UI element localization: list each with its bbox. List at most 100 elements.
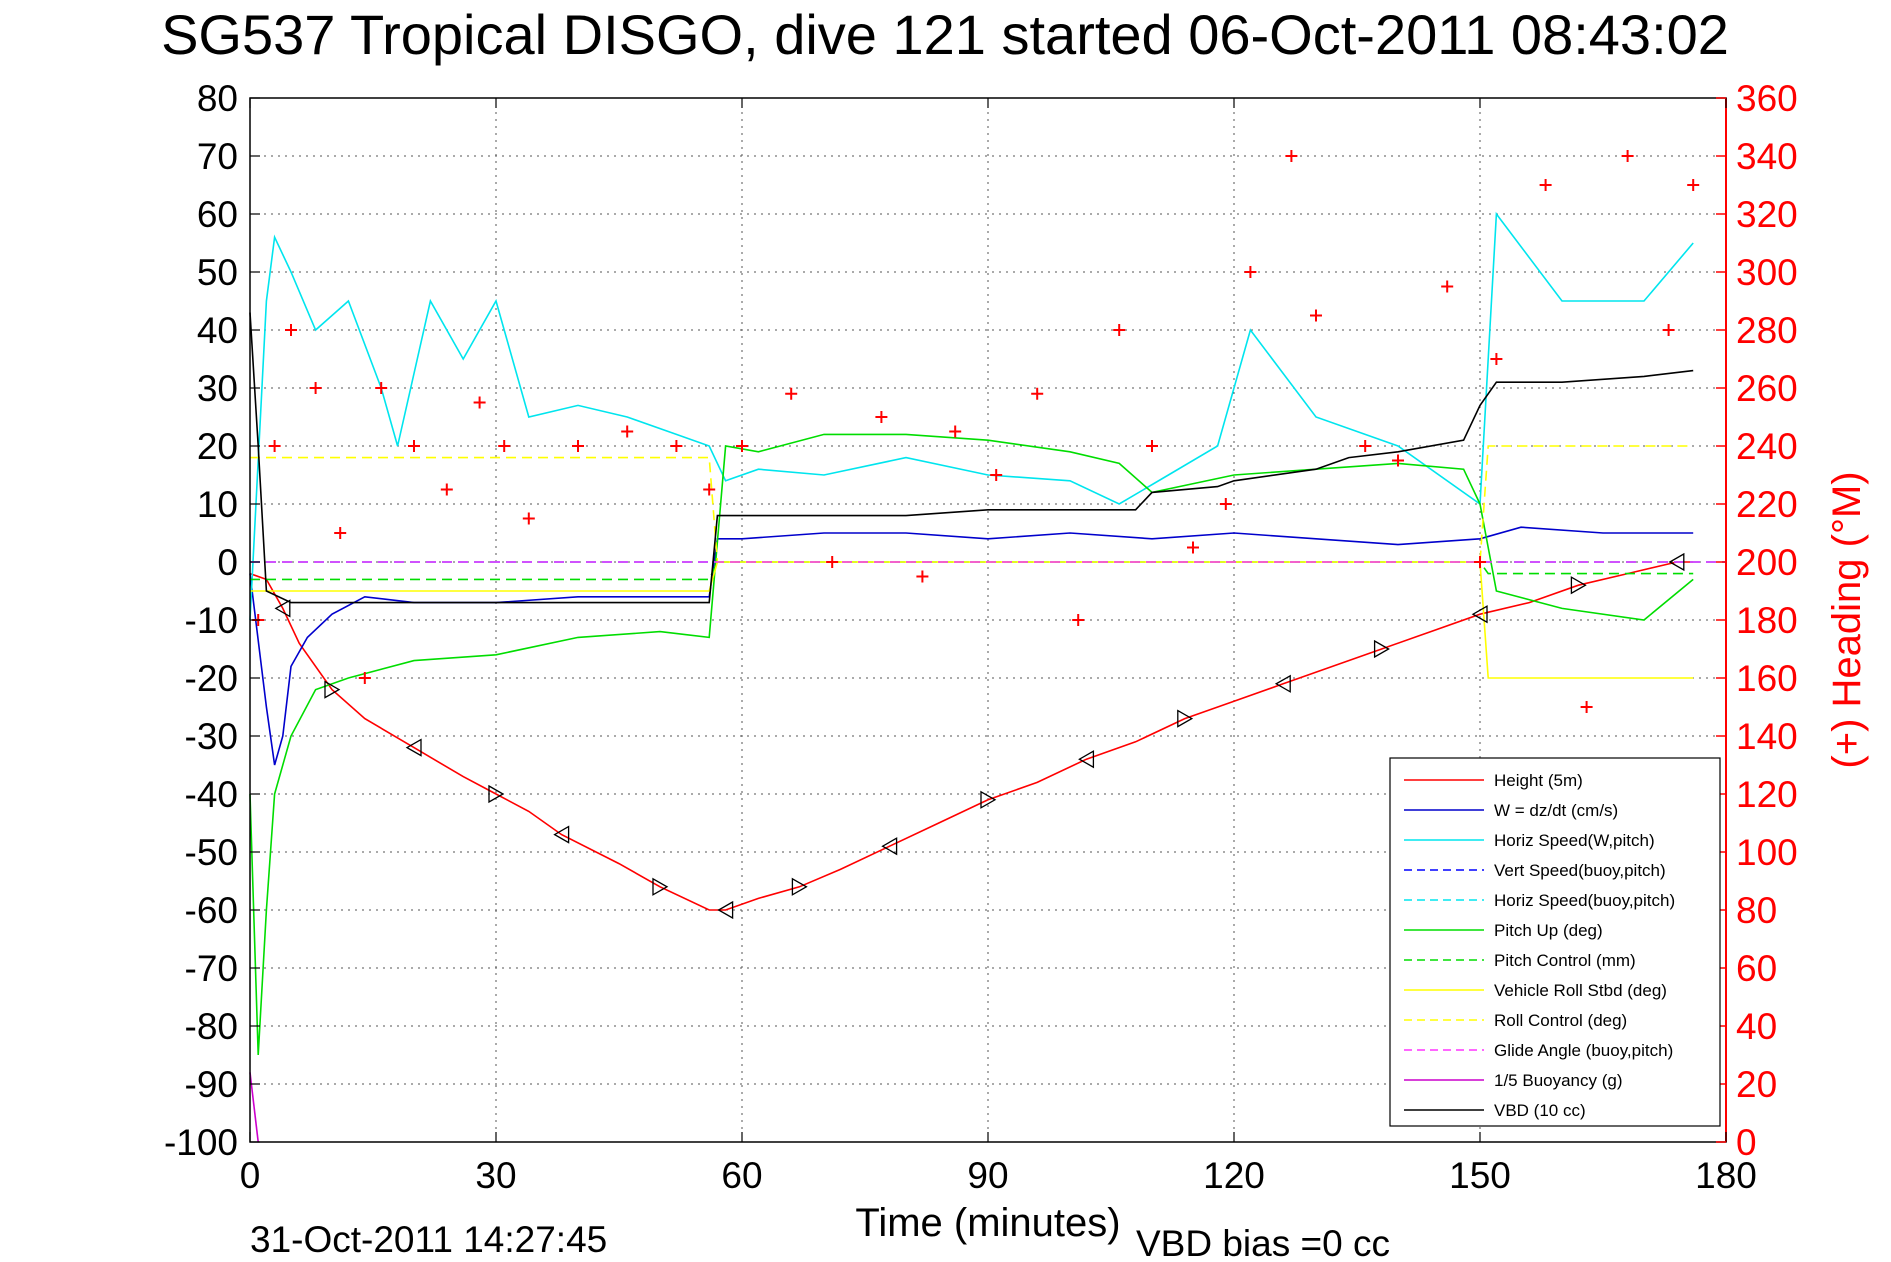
series-pitch-up-deg [249,433,1694,1056]
y2-tick-label: 60 [1736,948,1777,989]
x-tick-label: 30 [475,1155,516,1196]
heading-marker [736,440,748,452]
y2-tick-label: 40 [1736,1006,1777,1047]
heading-marker [522,512,535,525]
y2-tick-label: 20 [1736,1064,1777,1105]
heading-marker [1031,387,1044,400]
series-line [250,561,1694,581]
legend-label: Pitch Control (mm) [1494,951,1636,970]
legend-label: Roll Control (deg) [1494,1011,1627,1030]
series-horiz-speed-w-pitch [249,211,1694,621]
y2-axis-label: (+) Heading (°M) [1825,471,1869,768]
y-tick-label: -20 [185,658,238,699]
y2-tick-label: 260 [1736,368,1798,409]
y2-tick-label: 340 [1736,136,1798,177]
heading-marker [826,556,839,568]
heading-marker [358,672,371,684]
y2-tick-label: 240 [1736,426,1798,467]
y-tick-label: -100 [164,1122,238,1163]
y-tick-label: -80 [185,1006,238,1047]
height-marker [717,900,734,920]
y2-axis-ticks: 3603403203002802602402202001801601401201… [1716,78,1798,1163]
series-line [249,561,1694,911]
legend-label: VBD (10 cc) [1494,1101,1586,1120]
y-tick-label: -70 [185,948,238,989]
height-marker [1078,750,1095,769]
y-tick-label: -30 [185,716,238,757]
heading-marker [1490,353,1503,365]
heading-marker [498,440,511,452]
series-1-5-buoyancy-g [249,1072,259,1143]
heading-marker [1219,498,1232,510]
y-tick-label: 60 [197,194,238,235]
heading-marker [1621,150,1634,162]
legend-label: Glide Angle (buoy,pitch) [1494,1041,1673,1060]
x-tick-label: 60 [721,1155,762,1196]
heading-marker [473,396,486,409]
height-markers [274,552,1685,920]
x-tick-label: 90 [967,1155,1008,1196]
height-marker [1274,674,1291,693]
heading-marker [1392,454,1404,467]
height-marker [1668,552,1685,572]
height-marker [553,825,570,844]
height-marker [652,877,669,896]
heading-marker [440,483,453,496]
heading-marker [1310,309,1322,322]
heading-marker [1539,179,1552,191]
legend-box [1389,757,1721,1127]
x-axis-label: Time (minutes) [855,1201,1120,1245]
x-axis-ticks: 0 30 60 90 120 150 180 [240,98,1757,1196]
legend-label: W = dz/dt (cm/s) [1494,801,1618,820]
series-height-5m [249,561,1694,911]
heading-marker [1146,440,1158,452]
y-tick-label: -50 [185,832,238,873]
heading-marker [1441,280,1454,293]
y2-tick-label: 100 [1736,832,1798,873]
legend-label: Vehicle Roll Stbd (deg) [1494,981,1667,1000]
heading-marker [1285,150,1298,162]
heading-marker [785,387,798,400]
legend-label: Horiz Speed(W,pitch) [1494,831,1655,850]
heading-marker [1359,440,1372,452]
heading-marker [309,382,322,394]
height-marker [881,837,898,856]
series-vbd-10-cc [249,312,1694,604]
heading-marker [703,483,716,496]
x-tick-label: 180 [1695,1155,1757,1196]
heading-marker [285,324,297,336]
heading-marker [1244,266,1257,278]
y2-tick-label: 120 [1736,774,1798,815]
y2-tick-label: 220 [1736,484,1798,525]
series-line [249,433,1694,1056]
heading-marker [1580,701,1593,713]
heading-marker [1113,324,1126,336]
series-line [249,211,1694,621]
heading-marker [949,425,962,438]
series-layer [249,150,1726,1143]
height-marker [274,599,291,618]
series-line [249,526,1694,766]
heading-marker [1187,541,1199,554]
y2-tick-label: 280 [1736,310,1798,351]
legend-label: 1/5 Buoyancy (g) [1494,1071,1623,1090]
height-marker [1471,605,1488,624]
heading-marker [1474,556,1486,568]
series-w-dz-dt-cm-s [249,526,1694,766]
y2-tick-label: 140 [1736,716,1798,757]
height-marker [1373,639,1390,659]
heading-marker [621,425,634,438]
height-marker [488,784,505,804]
y-tick-label: 30 [197,368,238,409]
heading-marker [375,382,388,394]
y2-tick-label: 80 [1736,890,1777,931]
heading-marker [1072,614,1085,626]
y-tick-label: 50 [197,252,238,293]
x-tick-label: 150 [1449,1155,1511,1196]
y2-tick-label: 0 [1736,1122,1757,1163]
chart-title: SG537 Tropical DISGO, dive 121 started 0… [161,3,1729,66]
y-tick-label: 40 [197,310,238,351]
y-tick-label: 0 [217,542,238,583]
